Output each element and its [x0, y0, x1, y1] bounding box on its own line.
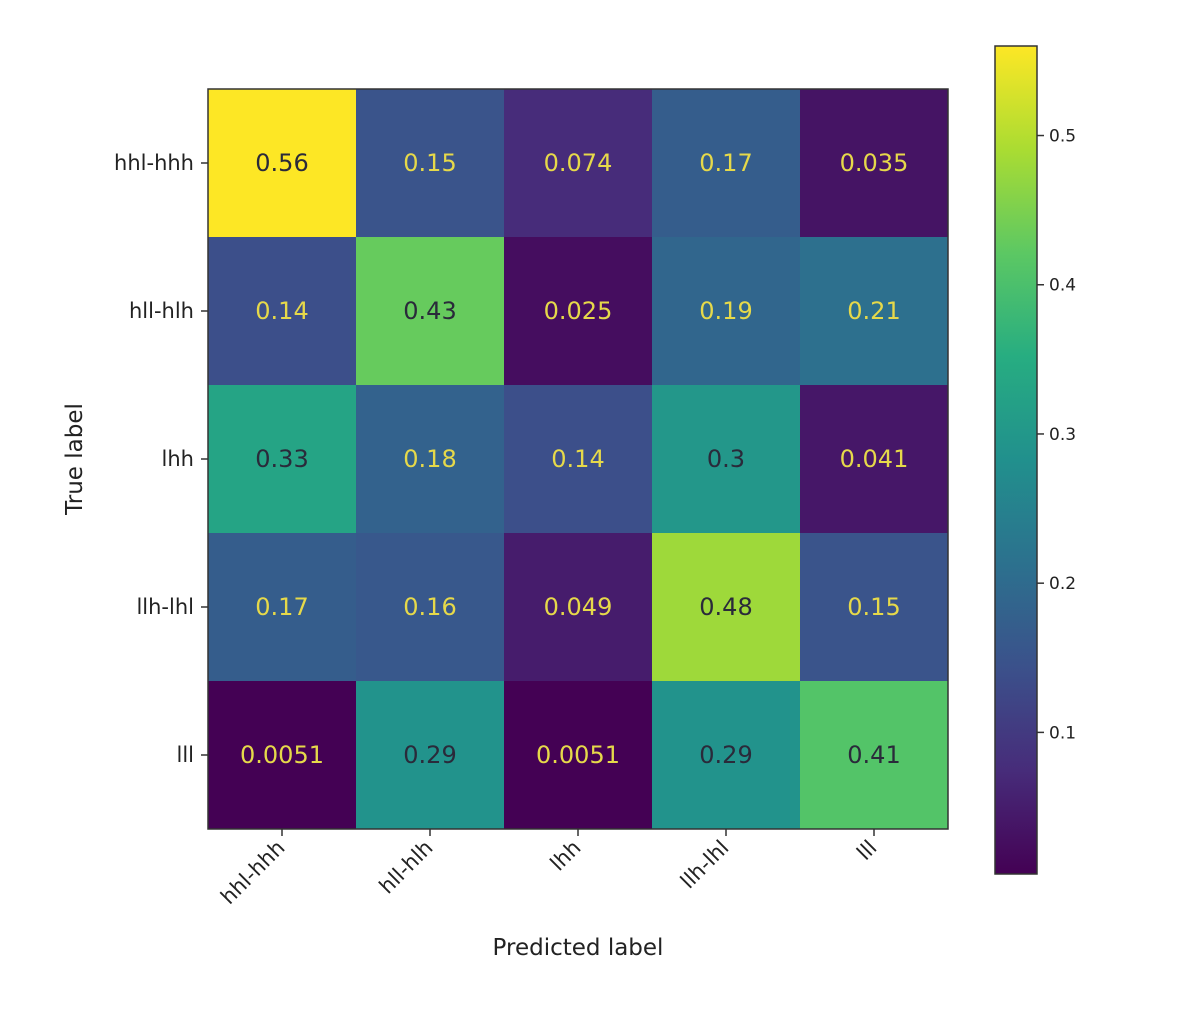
- heatmap-cell: [652, 385, 800, 533]
- heatmap-cell: [504, 385, 652, 533]
- cell-value-label: 0.049: [544, 593, 613, 621]
- heatmap-cell: [208, 681, 356, 829]
- cell-value-label: 0.15: [403, 149, 456, 177]
- heatmap-cell: [356, 681, 504, 829]
- colorbar-tick-label: 0.1: [1049, 723, 1076, 743]
- heatmap-cells: [208, 89, 948, 829]
- x-axis-ticks: hhl-hhh hll-hlh lhh llh-lhl lll: [216, 829, 882, 909]
- cell-value-label: 0.0051: [240, 741, 324, 769]
- y-tick-label: hhl-hhh: [114, 151, 194, 175]
- heatmap-cell: [652, 89, 800, 237]
- heatmap-cell: [800, 237, 948, 385]
- cell-value-label: 0.41: [847, 741, 900, 769]
- cell-value-label: 0.17: [255, 593, 308, 621]
- heatmap-cell: [208, 237, 356, 385]
- y-tick-label: lll: [176, 743, 194, 767]
- x-tick-label: lll: [852, 836, 881, 865]
- heatmap-cell: [356, 385, 504, 533]
- x-tick-label: hll-hlh: [375, 836, 438, 899]
- cell-value-label: 0.18: [403, 445, 456, 473]
- heatmap-cell: [356, 89, 504, 237]
- colorbar-tick-label: 0.5: [1049, 127, 1076, 147]
- cell-value-label: 0.29: [699, 741, 752, 769]
- cell-value-label: 0.14: [255, 297, 308, 325]
- cell-value-label: 0.0051: [536, 741, 620, 769]
- y-tick-label: hll-hlh: [129, 299, 194, 323]
- cell-value-label: 0.29: [403, 741, 456, 769]
- cell-value-label: 0.041: [840, 445, 909, 473]
- heatmap-cell: [800, 533, 948, 681]
- cell-value-label: 0.035: [840, 149, 909, 177]
- heatmap-cell: [504, 237, 652, 385]
- y-axis-ticks: hhl-hhh hll-hlh lhh llh-lhl lll: [114, 151, 208, 767]
- heatmap-cell: [356, 237, 504, 385]
- cell-value-label: 0.21: [847, 297, 900, 325]
- cell-value-label: 0.33: [255, 445, 308, 473]
- heatmap-value-labels: 0.56 0.15 0.074 0.17 0.035 0.14 0.43 0.025 0.19 0…: [240, 149, 908, 769]
- x-axis-title: Predicted label: [493, 935, 664, 961]
- cell-value-label: 0.56: [255, 149, 308, 177]
- colorbar-ticks: 0.1 0.2 0.3 0.4 0.5: [1037, 127, 1076, 743]
- x-tick-label: hhl-hhh: [216, 836, 290, 910]
- colorbar-tick-label: 0.4: [1049, 276, 1076, 296]
- cell-value-label: 0.14: [551, 445, 604, 473]
- heatmap-cell: [800, 89, 948, 237]
- heatmap-cell: [652, 681, 800, 829]
- heatmap-cell: [208, 533, 356, 681]
- cell-value-label: 0.3: [707, 445, 745, 473]
- heatmap-cell: [652, 237, 800, 385]
- x-tick-label: llh-lhl: [676, 836, 734, 894]
- colorbar-tick-label: 0.3: [1049, 425, 1076, 445]
- heatmap-cell: [208, 89, 356, 237]
- cell-value-label: 0.19: [699, 297, 752, 325]
- heatmap-cell: [504, 681, 652, 829]
- cell-value-label: 0.16: [403, 593, 456, 621]
- heatmap-cell: [652, 533, 800, 681]
- colorbar-tick-label: 0.2: [1049, 574, 1076, 594]
- x-tick-label: lhh: [546, 836, 586, 876]
- heatmap-cell: [504, 533, 652, 681]
- cell-value-label: 0.17: [699, 149, 752, 177]
- heatmap-cell: [208, 385, 356, 533]
- cell-value-label: 0.15: [847, 593, 900, 621]
- cell-value-label: 0.43: [403, 297, 456, 325]
- cell-value-label: 0.074: [544, 149, 613, 177]
- y-tick-label: llh-lhl: [136, 595, 194, 619]
- heatmap-cell: [800, 385, 948, 533]
- heatmap-cell: [356, 533, 504, 681]
- heatmap-cell: [800, 681, 948, 829]
- cell-value-label: 0.025: [544, 297, 613, 325]
- cell-value-label: 0.48: [699, 593, 752, 621]
- heatmap-cell: [504, 89, 652, 237]
- y-axis-title: True label: [62, 403, 88, 516]
- colorbar: [994, 45, 1038, 875]
- y-tick-label: lhh: [162, 447, 194, 471]
